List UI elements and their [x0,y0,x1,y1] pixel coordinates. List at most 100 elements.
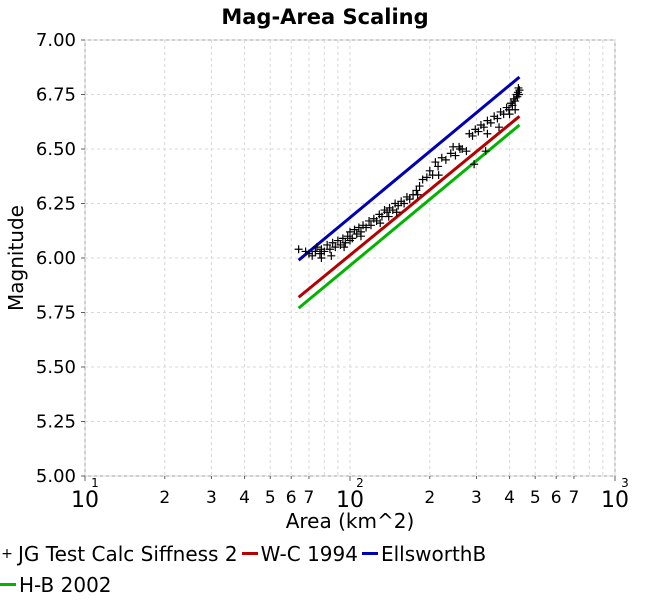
data-point [505,110,514,119]
y-tick-label: 6.75 [36,85,76,106]
data-point [338,234,347,243]
line-swatch-icon [241,552,258,555]
data-point [493,114,502,123]
legend-item-jg-test: + JG Test Calc Siffness 2 [0,541,238,566]
y-tick-label: 5.00 [36,466,76,487]
data-point [317,254,326,262]
x-tick-exponent: 3 [621,476,629,490]
legend: + JG Test Calc Siffness 2 W-C 1994 Ellsw… [0,538,650,600]
legend-item-hb-2002: H-B 2002 [0,573,112,597]
legend-row: H-B 2002 [0,569,650,600]
data-point [446,149,455,158]
y-tick-label: 7.00 [36,30,76,51]
legend-label: H-B 2002 [19,572,112,597]
data-point [325,245,334,254]
data-point [413,190,422,199]
data-point [365,216,374,225]
x-minor-tick-label: 5 [530,488,541,508]
x-minor-tick-label: 7 [304,488,315,508]
data-point [474,127,483,136]
legend-label: W-C 1994 [260,541,358,566]
data-point [343,232,352,241]
data-point [412,186,421,195]
y-tick-label: 5.50 [36,357,76,378]
x-tick-label: 10 [601,488,629,513]
line-swatch-icon [0,583,16,586]
data-point [333,236,342,245]
legend-item-wc-1994: W-C 1994 [241,541,358,566]
axis-layer: 5.005.255.505.756.006.256.506.757.001011… [36,30,629,513]
x-minor-tick-label: 3 [471,488,482,508]
data-point [425,166,434,175]
data-point [515,86,524,95]
data-point [400,199,409,208]
x-minor-tick-label: 4 [504,488,515,508]
data-point [483,129,492,138]
data-point [327,251,336,260]
x-minor-tick-label: 6 [551,488,562,508]
data-point [383,208,392,217]
data-point [449,142,458,151]
legend-item-ellsworthb: EllsworthB [361,541,487,566]
plus-marker-icon: + [1,545,13,562]
y-tick-label: 5.75 [36,303,76,324]
data-point [451,151,460,160]
data-point [294,245,303,254]
data-point [434,162,443,171]
data-point [354,223,363,232]
data-point [479,123,488,132]
data-point [511,105,520,114]
data-point [320,247,329,256]
series-line [297,123,521,310]
y-tick-label: 6.50 [36,139,76,160]
x-tick-exponent: 2 [356,476,364,490]
x-minor-tick-label: 2 [424,488,435,508]
chart-title: Mag-Area Scaling [221,5,428,29]
legend-label: JG Test Calc Siffness 2 [18,541,238,566]
x-axis-label: Area (km^2) [286,509,415,533]
data-point [394,201,403,210]
data-point [366,221,375,230]
y-axis-label: Magnitude [4,205,28,311]
y-tick-label: 5.25 [36,412,76,433]
x-minor-tick-label: 5 [265,488,276,508]
data-point [508,101,517,110]
x-minor-tick-label: 4 [239,488,250,508]
series-line [297,75,521,262]
data-point [437,153,446,162]
data-point [328,238,337,247]
data-point [495,123,504,132]
data-point [511,97,520,106]
x-tick-label: 10 [71,488,99,513]
x-minor-tick-label: 7 [569,488,580,508]
data-point [323,240,332,249]
data-point [392,208,401,217]
data-point [418,175,427,184]
series-line [297,115,521,299]
data-point [462,147,471,156]
data-point [376,219,385,228]
data-point [315,249,324,258]
data-point [312,243,321,252]
data-point [405,195,414,204]
y-tick-label: 6.25 [36,194,76,215]
x-minor-tick-label: 3 [206,488,217,508]
data-point [311,247,320,256]
data-point [384,212,393,221]
series-layer [294,75,524,310]
chart-svg: Mag-Area Scaling 5.00 5.25 5.50 5.75 6.00 6.2… [4,5,629,533]
y-tick-label: 6.00 [36,248,76,269]
x-tick-exponent: 1 [91,476,99,490]
data-point [340,243,349,252]
data-point [377,212,386,221]
data-point [441,155,450,164]
data-point [422,173,431,182]
data-point [352,230,361,239]
line-swatch-icon [361,552,378,555]
data-point [486,118,495,127]
data-point [346,236,354,245]
legend-label: EllsworthB [380,541,487,566]
legend-row: + JG Test Calc Siffness 2 W-C 1994 Ellsw… [0,538,650,569]
data-point [481,147,490,156]
data-point [468,131,477,140]
